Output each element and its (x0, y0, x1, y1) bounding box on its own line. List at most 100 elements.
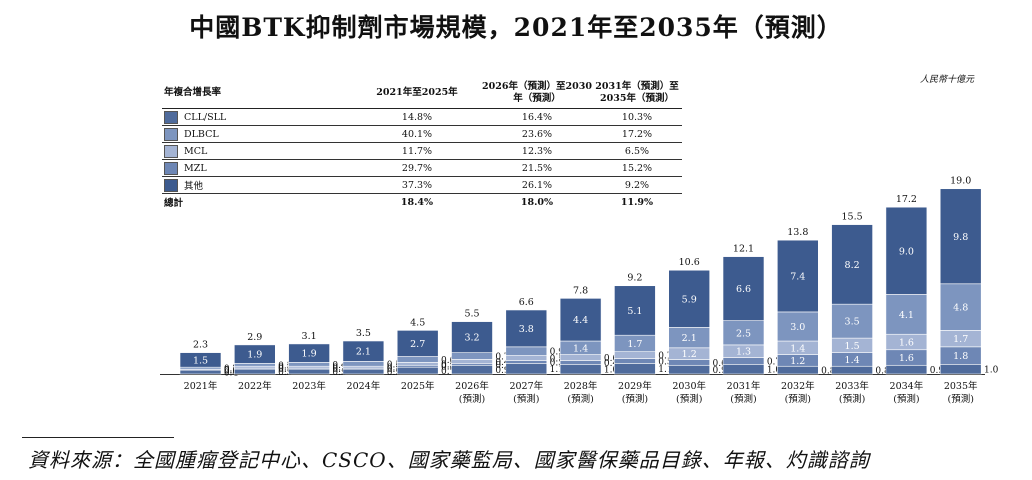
bar-segment-label: 9.8 (953, 232, 968, 243)
bar-segment (722, 320, 765, 346)
bar-segment-label: 0.7 (767, 357, 782, 367)
x-tick-label: 2029年 (618, 380, 652, 392)
bar-segment-label: 0.2 (224, 365, 238, 375)
bar-segment-label: 1.1 (658, 365, 672, 375)
cagr-value: 26.1% (521, 179, 553, 191)
cagr-total-row: 總計 18.4% 18.0% 11.9% (162, 194, 682, 210)
bar-segment-label: 0.9 (495, 366, 510, 376)
bar-total-label: 19.0 (950, 176, 971, 187)
bar-segment (722, 357, 765, 365)
bar-segment (831, 303, 873, 339)
bar-segment-label: 0.5 (387, 360, 402, 370)
legend-swatch (164, 144, 178, 158)
bar-segment-label: 1.4 (573, 343, 588, 354)
bar-segment (885, 206, 928, 295)
bar-segment-label: 3.8 (519, 324, 534, 335)
bar-segment-label: 1.5 (193, 355, 208, 366)
bar-segment-label: 2.1 (682, 333, 697, 344)
cagr-header-period-3: 2031年（預測）至2035年（預測） (595, 81, 679, 104)
bar-segment-label: 1.0 (984, 366, 999, 376)
x-tick-label: 2028年 (564, 380, 598, 392)
bar-segment (342, 340, 385, 362)
legend-label: MCL (184, 145, 208, 157)
x-tick-sublabel: (預測) (893, 393, 919, 405)
cagr-row: MZL 29.7% 21.5% 15.2% (162, 160, 682, 177)
bar-segment (668, 364, 711, 375)
bar-segment (234, 362, 276, 367)
bar-segment-label: 2.7 (410, 339, 425, 350)
cagr-value: 12.3% (521, 145, 553, 157)
chart-title: 中國BTK抑制劑市場規模，2021年至2035年（預測） (189, 13, 843, 42)
cagr-header-row: 年複合增長率 2021年至2025年 2026年（預測）至2030年（預測） 2… (162, 78, 682, 109)
cagr-value: 10.3% (621, 111, 653, 123)
bar-segment (505, 355, 548, 361)
cagr-row-label: 其他 (164, 177, 203, 193)
bar-total-label: 5.5 (464, 309, 479, 320)
x-tick-label: 2022年 (238, 380, 272, 392)
bar-segment (396, 330, 439, 357)
bar-segment (559, 360, 602, 365)
legend-label: MZL (184, 162, 207, 174)
bar-segment-label: 0.1 (278, 365, 292, 375)
bar-segment (396, 366, 439, 375)
bar-segment (722, 363, 765, 375)
bar-segment-label: 0.9 (550, 348, 565, 358)
bar-segment (939, 283, 982, 331)
bar-segment-label: 0.4 (604, 359, 619, 369)
bar-segment (939, 363, 982, 375)
bar-segment-label: 3.2 (464, 333, 479, 344)
cagr-value: 21.5% (521, 162, 553, 174)
bar-total-label: 4.5 (410, 317, 425, 328)
bar-segment-label: 0.1 (332, 365, 346, 375)
bar-segment (179, 369, 222, 375)
bar-segment-label: 0.9 (930, 366, 945, 376)
bar-segment-label: 4.1 (899, 310, 914, 321)
bar-total-label: 2.9 (247, 332, 262, 343)
bar-segment-label: 0.6 (713, 359, 728, 369)
cagr-value: 40.1% (401, 128, 433, 140)
cagr-total-value: 11.9% (620, 196, 654, 208)
bar-segment-label: 0.5 (550, 354, 565, 364)
bar-segment-label: 2.1 (356, 347, 371, 358)
bar-segment-label: 5.1 (627, 306, 642, 317)
legend-swatch (164, 110, 178, 124)
cagr-row-label: MZL (164, 160, 207, 176)
stacked-bar-chart: 0.40.00.10.21.52.32021年0.50.10.20.31.92.… (160, 176, 999, 405)
x-tick-label: 2023年 (292, 380, 326, 392)
bar-total-label: 10.6 (679, 257, 700, 268)
bar-total-label: 6.6 (519, 297, 534, 308)
bar-segment (342, 361, 385, 367)
bar-segment-label: 0.7 (495, 353, 510, 363)
bar-segment-label: 0.2 (441, 363, 455, 373)
legend-swatch (164, 161, 178, 175)
legend-label: 其他 (184, 181, 204, 192)
cagr-value: 14.8% (401, 111, 433, 123)
cagr-row: 其他 37.3% 26.1% 9.2% (162, 177, 682, 194)
bar-total-label: 7.8 (573, 285, 588, 296)
bar-segment (668, 359, 711, 366)
x-tick-label: 2034年 (890, 380, 924, 392)
bar-segment-label: 0.1 (387, 365, 401, 375)
bar-segment-label: 0.6 (604, 354, 619, 364)
bar-total-label: 17.2 (896, 194, 917, 205)
bar-segment-label: 0.6 (441, 356, 456, 366)
bar-segment (559, 363, 602, 375)
bar-segment (559, 354, 602, 361)
bar-segment-label: 1.9 (302, 349, 317, 360)
bar-segment (342, 368, 385, 375)
bar-segment (668, 269, 711, 328)
legend-label: DLBCL (184, 128, 219, 140)
bar-segment-label: 1.8 (953, 351, 968, 362)
bar-segment-label: 0.3 (278, 361, 293, 371)
bar-segment (451, 364, 493, 375)
bar-segment-label: 1.2 (790, 356, 805, 367)
cagr-value: 9.2% (624, 179, 650, 191)
cagr-total-label: 總計 (164, 198, 184, 209)
bar-segment-label: 7.4 (790, 272, 805, 283)
x-tick-label: 2027年 (509, 380, 543, 392)
bar-segment (234, 368, 276, 375)
bar-segment-label: 0.4 (224, 369, 239, 379)
bar-segment-label: 0.4 (495, 358, 510, 368)
bar-segment-label: 0.5 (658, 357, 673, 367)
bar-segment-label: 1.0 (767, 366, 782, 376)
